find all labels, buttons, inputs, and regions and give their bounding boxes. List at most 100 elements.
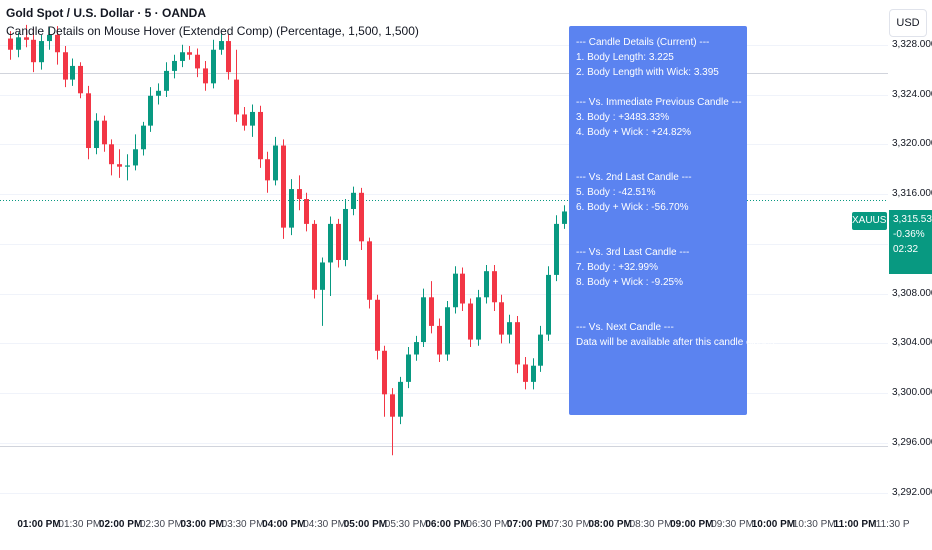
x-tick-label: 10:30 PM (792, 519, 836, 530)
chart-title: Gold Spot / U.S. Dollar · 5 · OANDA (6, 6, 207, 20)
candle-body (94, 120, 99, 149)
candle-body (367, 241, 372, 300)
candle-body (273, 145, 278, 181)
candle-body (492, 271, 497, 303)
chart-header: Gold Spot / U.S. Dollar · 5 · OANDA Cand… (6, 4, 419, 40)
x-tick-label: 11:30 P (875, 519, 910, 530)
time-axis[interactable]: 01:00 PM 01:30 PM 02:00 PM 02:30 PM 03:00 PM… (0, 510, 909, 550)
candle-body (359, 192, 364, 242)
x-tick-label: 03:00 PM (180, 519, 224, 530)
tooltip-line: --- Vs. 3rd Last Candle --- (576, 247, 690, 258)
candle-body (172, 60, 177, 71)
candle-body (453, 273, 458, 308)
tooltip-line: 8. Body + Wick : -9.25% (576, 277, 683, 288)
y-tick-label: 3,292.000 (892, 486, 932, 498)
candle-body (281, 145, 286, 228)
candle-body (242, 114, 247, 126)
tooltip-line: --- Candle Details (Current) --- (576, 37, 710, 48)
y-tick-label: 3,296.000 (892, 436, 932, 448)
tooltip-line: 6. Body + Wick : -56.70% (576, 202, 689, 213)
candle-body (429, 297, 434, 326)
candle-body (86, 93, 91, 149)
candle-body (63, 52, 68, 80)
candle-body (406, 354, 411, 382)
candle-body (437, 325, 442, 355)
tooltip-line: Data will be available after this candle… (576, 337, 778, 348)
candle-body (8, 38, 13, 50)
candle-body (421, 297, 426, 343)
y-tick-label: 3,304.000 (892, 337, 932, 349)
candle-body (265, 159, 270, 181)
y-tick-label: 3,308.000 (892, 287, 932, 299)
candle-body (141, 125, 146, 150)
x-tick-label: 04:30 PM (303, 519, 346, 530)
tooltip-line (576, 215, 747, 230)
tooltip-line (576, 230, 747, 245)
candle-body (156, 90, 161, 96)
tooltip-line (576, 290, 747, 305)
candle-body (562, 211, 567, 224)
x-tick-label: 04:00 PM (262, 519, 306, 530)
candle-body (148, 95, 153, 126)
x-tick-label: 02:00 PM (98, 519, 143, 530)
candle-body (445, 307, 450, 355)
candle-body (195, 54, 200, 69)
candle-body (297, 189, 302, 200)
candle-body (226, 41, 231, 73)
tooltip-line: --- Vs. Next Candle --- (576, 322, 674, 333)
tooltip-line: 7. Body : +32.99% (576, 262, 659, 273)
candle-body (515, 322, 520, 365)
candle-body (109, 144, 114, 165)
symbol-badge: XAUUSD (852, 212, 894, 230)
tooltip-line (576, 140, 747, 155)
x-tick-label: 06:00 PM (425, 519, 469, 530)
candle-body (304, 199, 309, 224)
candle-body (507, 322, 512, 335)
candle-body (546, 274, 551, 335)
candle-body (351, 192, 356, 209)
tooltip-line: 3. Body : +3483.33% (576, 112, 670, 123)
x-tick-label: 09:00 PM (670, 519, 714, 530)
x-tick-label: 06:30 PM (466, 519, 510, 530)
candle-body (390, 394, 395, 417)
x-tick-label: 01:00 PM (17, 519, 61, 530)
candle-body (78, 65, 83, 94)
tooltip-line: --- Vs. Immediate Previous Candle --- (576, 97, 742, 108)
candle-body (31, 39, 36, 63)
x-tick-label: 07:30 PM (547, 519, 591, 530)
x-tick-label: 05:30 PM (384, 519, 428, 530)
tooltip-line: 5. Body : -42.51% (576, 187, 656, 198)
candlestick-chart[interactable] (0, 0, 888, 510)
candle-body (219, 41, 224, 50)
indicator-legend[interactable]: Candle Details on Mouse Hover (Extended … (6, 24, 419, 38)
y-tick-label: 3,320.000 (892, 138, 932, 150)
candle-body (55, 34, 60, 53)
candle-body (531, 365, 536, 382)
candle-body (133, 149, 138, 166)
current-price-tag: 3,315.535 -0.36% 02:32 (889, 210, 932, 274)
candle-body (320, 262, 325, 290)
x-tick-label: 07:00 PM (506, 519, 551, 530)
x-tick-label: 08:00 PM (588, 519, 632, 530)
candle-body (70, 65, 75, 80)
y-tick-label: 3,300.000 (892, 387, 932, 399)
candle-body (382, 350, 387, 395)
candle-body (499, 302, 504, 335)
candle-body (125, 165, 130, 167)
candle-body (234, 79, 239, 115)
x-tick-label: 01:30 PM (58, 519, 102, 530)
candle-body (102, 120, 107, 145)
candle-body (164, 70, 169, 91)
x-tick-label: 03:30 PM (221, 519, 265, 530)
candle-body (468, 303, 473, 340)
candle-body (523, 364, 528, 382)
candle-body (336, 223, 341, 260)
y-tick-label: 3,316.000 (892, 188, 932, 200)
candle-body (117, 164, 122, 167)
candle-body (16, 37, 21, 50)
candle-body (538, 334, 543, 366)
x-tick-label: 10:00 PM (751, 519, 796, 530)
currency-button[interactable]: USD (889, 9, 927, 37)
tooltip-line (576, 80, 747, 95)
y-tick-label: 3,324.000 (892, 88, 932, 100)
